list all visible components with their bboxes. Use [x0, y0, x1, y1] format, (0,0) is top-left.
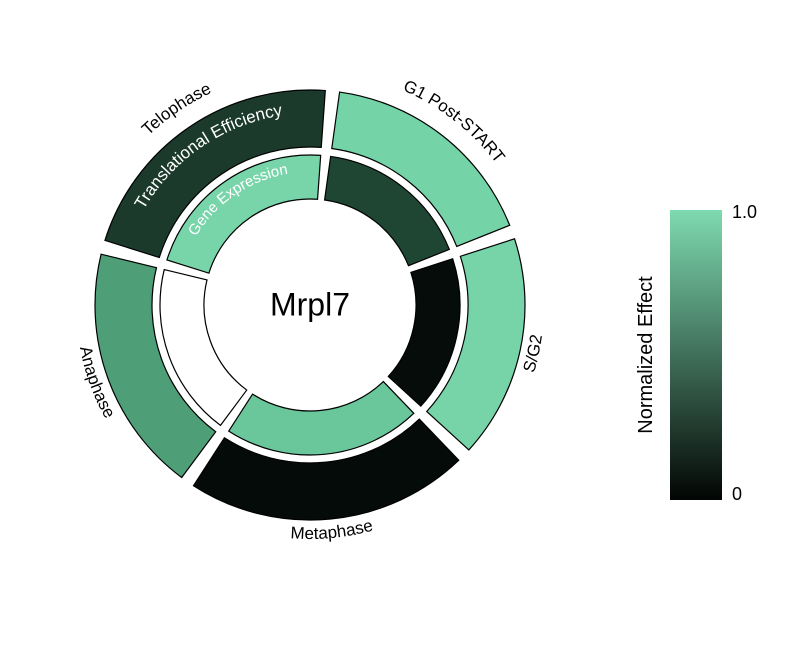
legend-tick-bottom: 0: [732, 484, 742, 504]
center-label: Mrpl7: [270, 286, 350, 322]
legend-tick-top: 1.0: [732, 202, 757, 222]
legend-gradient: [670, 210, 722, 500]
outer-label-s_g2: S/G2: [519, 333, 546, 374]
legend-title: Normalized Effect: [635, 276, 657, 434]
